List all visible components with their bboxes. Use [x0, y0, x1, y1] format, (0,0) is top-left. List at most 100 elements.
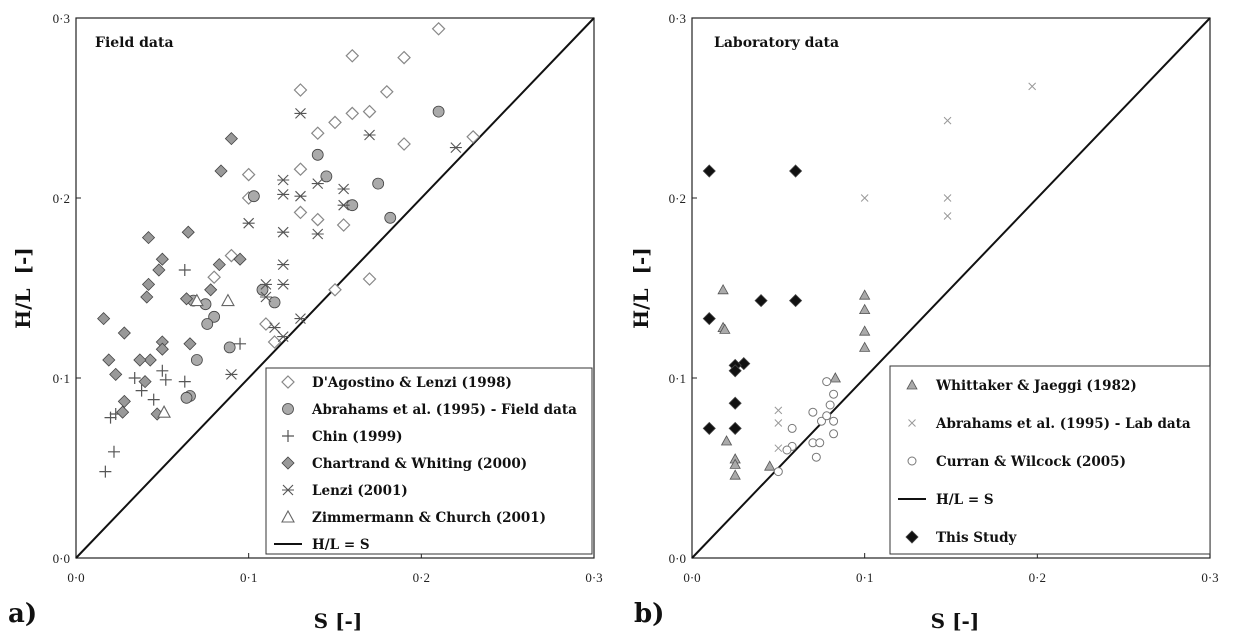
x-axis-label: S [-]	[314, 609, 363, 633]
data-point	[754, 294, 768, 308]
x-axis-label: S [-]	[931, 609, 980, 633]
data-point	[152, 263, 166, 277]
series-chin-1999	[99, 264, 247, 478]
data-point	[138, 375, 152, 389]
legend: Whittaker & Jaeggi (1982) Abrahams et al.…	[889, 365, 1211, 555]
data-point	[379, 84, 394, 99]
legend-item: Chin (1999)	[282, 429, 403, 445]
data-point	[774, 419, 783, 427]
data-point	[259, 279, 272, 290]
series-this-study	[702, 164, 803, 435]
data-point	[811, 452, 821, 462]
legend-box	[265, 367, 593, 555]
data-point	[829, 429, 839, 439]
legend-label: Zimmermann & Church (2001)	[312, 510, 546, 526]
panel-a-chart: 0·0 0·1 0·2 0·3 0·0 0·1 0·2 0·3 Field data S [-] H…	[8, 11, 603, 633]
data-point	[247, 190, 260, 203]
data-point	[208, 310, 221, 323]
data-point	[829, 389, 839, 399]
data-point	[116, 405, 130, 419]
data-point	[728, 364, 742, 378]
data-point	[277, 331, 290, 342]
data-point	[268, 296, 281, 309]
legend-item: D'Agostino & Lenzi (1998)	[281, 375, 512, 391]
data-point	[466, 129, 480, 144]
data-point	[293, 83, 308, 97]
y-tick-label: 0·1	[669, 371, 686, 386]
legend-label: Abrahams et al. (1995) - Field data	[311, 402, 577, 418]
data-point	[825, 400, 835, 410]
legend-label: D'Agostino & Lenzi (1998)	[312, 375, 512, 391]
data-point	[214, 164, 228, 178]
data-point	[277, 189, 290, 200]
series-chartrand-whiting-2000	[97, 132, 247, 421]
data-point	[789, 294, 803, 308]
data-point	[207, 270, 221, 285]
data-point	[294, 108, 307, 119]
data-point	[133, 353, 147, 367]
y-axis-label: H/L [-]	[11, 247, 35, 328]
data-point	[156, 364, 169, 377]
legend-item: H/L = S	[274, 537, 370, 553]
data-point	[311, 228, 324, 240]
data-point	[159, 373, 172, 386]
data-point	[234, 337, 247, 350]
x-tick-label: 0·3	[1201, 570, 1218, 585]
x-tick-label: 0·2	[413, 570, 430, 585]
y-tick-label: 0·3	[53, 11, 70, 26]
data-point	[943, 212, 952, 220]
data-point	[789, 164, 803, 178]
legend-swatch	[281, 509, 295, 523]
data-point	[337, 199, 350, 211]
data-point	[189, 293, 204, 307]
x-tick-label: 0·2	[1029, 570, 1046, 585]
data-point	[311, 148, 324, 161]
legend-item: Whittaker & Jaeggi (1982)	[906, 378, 1137, 394]
data-point	[345, 106, 360, 121]
legend-swatch	[282, 403, 294, 415]
data-point	[268, 322, 281, 333]
legend-item: This Study	[905, 530, 1018, 546]
y-tick-label: 0·0	[669, 551, 686, 566]
data-point	[702, 312, 716, 326]
data-point	[860, 194, 869, 202]
data-point	[397, 137, 411, 151]
data-point	[190, 354, 203, 366]
legend-box	[889, 365, 1211, 555]
data-point	[328, 115, 342, 130]
y-tick-label: 0·2	[53, 191, 70, 206]
legend-item: H/L = S	[898, 492, 994, 508]
series-abrahams-et-al-1995-lab-data	[774, 82, 1037, 453]
data-point	[277, 259, 290, 270]
data-point	[178, 264, 191, 276]
x-tick-label: 0·3	[585, 570, 602, 585]
data-point	[178, 375, 191, 388]
data-point	[702, 164, 716, 178]
plot-title: Field data	[95, 35, 174, 51]
data-point	[277, 174, 290, 186]
legend-swatch	[281, 456, 295, 470]
legend-swatch	[905, 530, 919, 544]
legend-item: Curran & Wilcock (2005)	[907, 454, 1126, 470]
legend-item: Abrahams et al. (1995) - Lab data	[908, 416, 1191, 432]
data-point	[241, 167, 256, 182]
data-point	[829, 372, 841, 383]
data-point	[242, 217, 255, 229]
data-point	[181, 225, 195, 239]
data-point	[943, 116, 952, 125]
data-point	[432, 105, 445, 118]
data-point	[225, 369, 238, 380]
data-point	[117, 394, 131, 408]
data-point	[822, 411, 832, 421]
data-point	[141, 231, 156, 245]
data-point	[717, 283, 729, 295]
y-tick-label: 0·0	[53, 551, 70, 566]
data-point	[328, 282, 342, 297]
data-point	[141, 277, 156, 291]
plot-frame	[75, 17, 595, 559]
data-point	[943, 194, 952, 202]
legend-item: Zimmermann & Church (2001)	[281, 509, 546, 526]
x-tick-label: 0·1	[856, 570, 873, 585]
data-point	[259, 291, 272, 303]
